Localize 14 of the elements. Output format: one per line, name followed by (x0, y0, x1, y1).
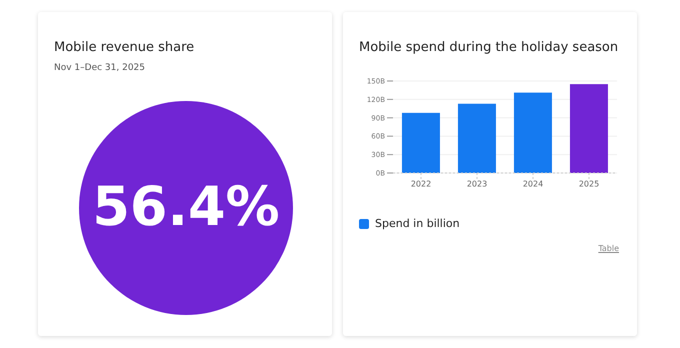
x-tick-label: 2022 (410, 180, 432, 189)
bar (402, 112, 440, 173)
text: Nov 1–Dec 31, 2025 (54, 63, 146, 73)
text: Table (597, 244, 619, 253)
bar (458, 104, 496, 173)
bar (570, 84, 608, 173)
text: 56.4% (91, 175, 281, 238)
text: Mobile revenue share (54, 40, 196, 55)
x-tick-label: 2023 (466, 180, 488, 189)
x-tick-label: 2024 (522, 180, 544, 189)
chart-title: Mobile spend during the holiday season (359, 40, 620, 55)
legend-label: Spend in billion (375, 217, 460, 230)
bar (514, 92, 552, 173)
x-tick-label: 2025 (578, 180, 600, 189)
